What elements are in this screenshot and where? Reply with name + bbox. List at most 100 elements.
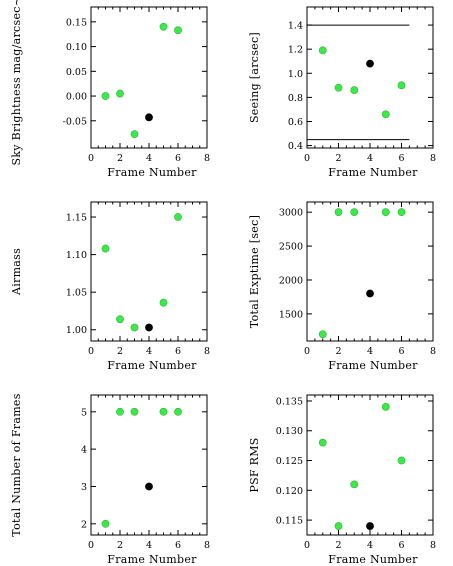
x-tick-label: 4 xyxy=(367,540,373,551)
y-tick-label: 1500 xyxy=(279,309,303,320)
plot-frame xyxy=(90,6,208,149)
x-tick-label: 2 xyxy=(117,540,123,551)
x-tick-label: 0 xyxy=(304,540,310,551)
y-tick-label: 3 xyxy=(81,482,87,493)
y-axis-title: Sky Brightness mag/arcsec~2 xyxy=(10,0,23,166)
data-point xyxy=(334,208,343,217)
y-tick-label: 0.00 xyxy=(66,92,87,103)
x-axis-title: Frame Number xyxy=(107,166,197,179)
data-point xyxy=(130,407,139,416)
data-point xyxy=(350,208,359,217)
y-tick-label: 2500 xyxy=(279,242,303,253)
data-point xyxy=(318,438,327,447)
y-axis-title: PSF RMS xyxy=(248,437,261,492)
data-point xyxy=(145,482,153,491)
x-tick-label: 0 xyxy=(88,540,94,551)
data-point xyxy=(381,403,390,411)
data-point xyxy=(318,46,327,55)
y-tick-label: 0.4 xyxy=(288,141,303,152)
x-tick-label: 6 xyxy=(175,153,181,164)
data-point xyxy=(145,113,153,122)
plot-frame xyxy=(90,394,208,536)
y-tick-label: 4 xyxy=(81,445,87,456)
y-tick-label: 0.6 xyxy=(288,117,303,128)
data-point xyxy=(116,89,124,98)
y-tick-label: 2000 xyxy=(279,275,303,286)
y-tick-label: 0.15 xyxy=(66,17,87,28)
x-axis-title: Frame Number xyxy=(107,359,197,372)
x-tick-label: 0 xyxy=(88,346,94,357)
data-point xyxy=(350,480,359,489)
x-tick-label: 4 xyxy=(146,346,152,357)
data-point xyxy=(130,323,139,332)
data-point xyxy=(116,315,124,324)
y-tick-label: 1.2 xyxy=(288,45,303,56)
x-tick-label: 2 xyxy=(335,540,341,551)
plot-frame xyxy=(90,201,208,342)
x-tick-label: 8 xyxy=(430,540,436,551)
x-tick-label: 8 xyxy=(204,153,210,164)
y-axis-title: Total Exptime [sec] xyxy=(248,215,261,328)
panel-1: 0 2 4 6 8 -0.05 0.00 0.05 0.10 0.15 Frame Number Sk… xyxy=(10,0,210,179)
data-point xyxy=(397,456,406,465)
x-axis-title: Frame Number xyxy=(328,553,418,566)
data-point xyxy=(130,130,139,139)
x-axis-title: Frame Number xyxy=(107,553,197,566)
y-tick-label: 0.10 xyxy=(66,42,87,53)
y-axis-title: Total Number of Frames xyxy=(10,393,23,536)
x-tick-label: 0 xyxy=(304,153,310,164)
x-tick-label: 6 xyxy=(398,153,404,164)
y-axis-title: Airmass xyxy=(10,248,23,296)
plot-frame xyxy=(306,201,434,342)
x-tick-label: 6 xyxy=(175,346,181,357)
panel-2: 0 2 4 6 8 0.4 0.6 0.8 1.0 1.2 1.4 Frame Number Seein… xyxy=(248,6,436,179)
data-point xyxy=(334,522,343,530)
data-point xyxy=(174,213,182,221)
y-tick-label: 0.125 xyxy=(276,456,303,467)
y-tick-label: 5 xyxy=(81,407,87,418)
x-tick-label: 2 xyxy=(117,153,123,164)
data-point xyxy=(101,92,110,100)
y-tick-label: 0.130 xyxy=(276,426,303,437)
x-tick-label: 0 xyxy=(304,346,310,357)
y-tick-label: 1.05 xyxy=(66,288,87,299)
data-point xyxy=(366,522,374,530)
x-tick-label: 8 xyxy=(430,153,436,164)
data-point xyxy=(366,59,374,68)
y-tick-label: 0.8 xyxy=(288,93,303,104)
data-point xyxy=(318,330,327,339)
x-tick-label: 4 xyxy=(367,153,373,164)
panel-3: 0 2 4 6 8 1.00 1.05 1.10 1.15 Frame Number Airmass xyxy=(10,201,210,372)
x-tick-label: 6 xyxy=(175,540,181,551)
data-point xyxy=(381,208,390,217)
data-point xyxy=(366,289,374,298)
plot-frame xyxy=(306,6,434,149)
y-tick-label: 2 xyxy=(81,519,87,530)
data-point xyxy=(350,86,359,95)
data-point xyxy=(159,22,168,31)
y-axis-title: Seeing [arcsec] xyxy=(248,32,261,123)
x-tick-label: 4 xyxy=(367,346,373,357)
x-tick-label: 2 xyxy=(335,153,341,164)
x-tick-label: 8 xyxy=(430,346,436,357)
y-tick-label: 0.115 xyxy=(276,516,303,527)
x-tick-label: 4 xyxy=(146,153,152,164)
y-tick-label: 1.00 xyxy=(66,325,87,336)
data-point xyxy=(334,83,343,92)
x-tick-label: 2 xyxy=(117,346,123,357)
x-tick-label: 2 xyxy=(335,346,341,357)
y-tick-label: 1.10 xyxy=(66,250,87,261)
data-point xyxy=(174,26,182,35)
y-tick-label: 1.15 xyxy=(66,213,87,224)
panel-6: 0 2 4 6 8 0.115 0.120 0.125 0.130 0.135 Frame Numb… xyxy=(248,394,436,566)
data-point xyxy=(101,244,110,253)
y-tick-label: 1.4 xyxy=(288,21,303,32)
y-tick-label: -0.05 xyxy=(63,116,87,127)
data-point xyxy=(116,407,124,416)
plot-frame xyxy=(306,394,434,536)
y-tick-label: 3000 xyxy=(279,208,303,219)
data-point xyxy=(159,298,168,307)
x-tick-label: 4 xyxy=(146,540,152,551)
